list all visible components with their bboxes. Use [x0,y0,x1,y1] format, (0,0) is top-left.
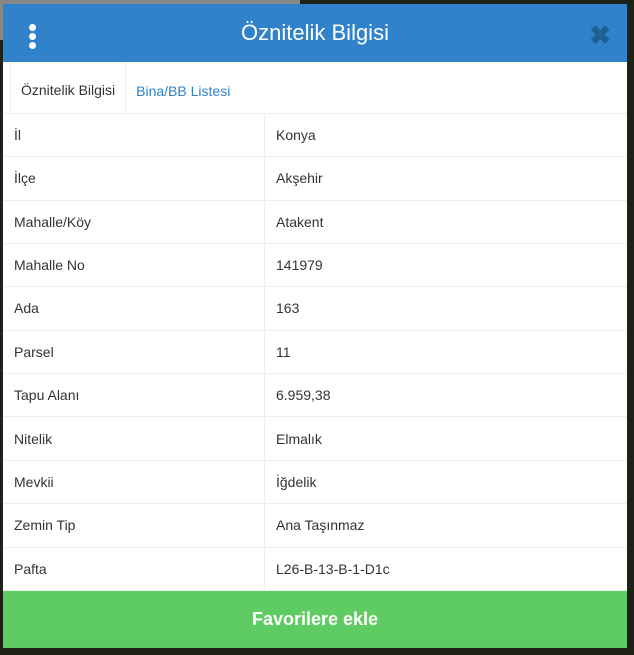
attribute-key: İl [3,113,265,157]
attribute-value: 163 [276,300,300,317]
table-row: Mahalle/Köy Atakent [3,200,627,244]
attribute-table: İl Konya İlçe Akşehir Mahalle/Köy Atakent Maha… [3,113,627,592]
table-row: Zemin Tip Ana Taşınmaz [3,504,627,548]
attribute-key: Pafta [3,547,265,591]
dialog-title: Öznitelik Bilgisi [241,19,389,45]
tab-building-list[interactable]: Bina/BB Listesi [136,82,231,99]
attribute-key: Mahalle/Köy [3,200,265,243]
vertical-dots-icon[interactable] [27,24,37,50]
table-row: Mahalle No 141979 [3,243,627,288]
attribute-value: Ana Taşınmaz [276,517,365,534]
attribute-value: Konya [276,126,316,143]
attribute-value: İğdelik [276,474,317,491]
attribute-key: Zemin Tip [3,504,265,547]
dialog-header: Öznitelik Bilgisi ✖ [3,4,627,62]
attribute-value: 11 [276,343,291,360]
attribute-key: Tapu Alanı [3,374,265,417]
table-row: Nitelik Elmalık [3,417,627,461]
attribute-value: 6.959,38 [276,387,331,404]
table-row: İl Konya [3,113,627,158]
table-row: Pafta L26-B-13-B-1-D1c [3,547,627,592]
table-row: Parsel 11 [3,330,627,375]
attribute-key: İlçe [3,157,265,200]
attribute-key: Ada [3,287,265,330]
table-row: Tapu Alanı 6.959,38 [3,374,627,418]
attribute-key: Mahalle No [3,243,265,287]
attribute-key: Mevkii [3,460,265,504]
tab-bar: Öznitelik Bilgisi Bina/BB Listesi [3,60,627,114]
add-to-favorites-button[interactable]: Favorilere ekle [3,591,627,648]
attribute-value: Elmalık [276,430,322,447]
attribute-value: L26-B-13-B-1-D1c [276,560,390,577]
table-row: Mevkii İğdelik [3,460,627,505]
attribute-value: Akşehir [276,170,323,187]
attribute-info-dialog: Öznitelik Bilgisi ✖ Öznitelik Bilgisi Bi… [3,4,627,648]
attribute-value: Atakent [276,213,324,230]
attribute-key: Parsel [3,330,265,374]
attribute-key: Nitelik [3,417,265,460]
close-icon[interactable]: ✖ [589,20,611,50]
attribute-value: 141979 [276,257,323,274]
table-row: Ada 163 [3,287,627,331]
table-row: İlçe Akşehir [3,157,627,201]
tab-attribute-info[interactable]: Öznitelik Bilgisi [10,60,127,113]
